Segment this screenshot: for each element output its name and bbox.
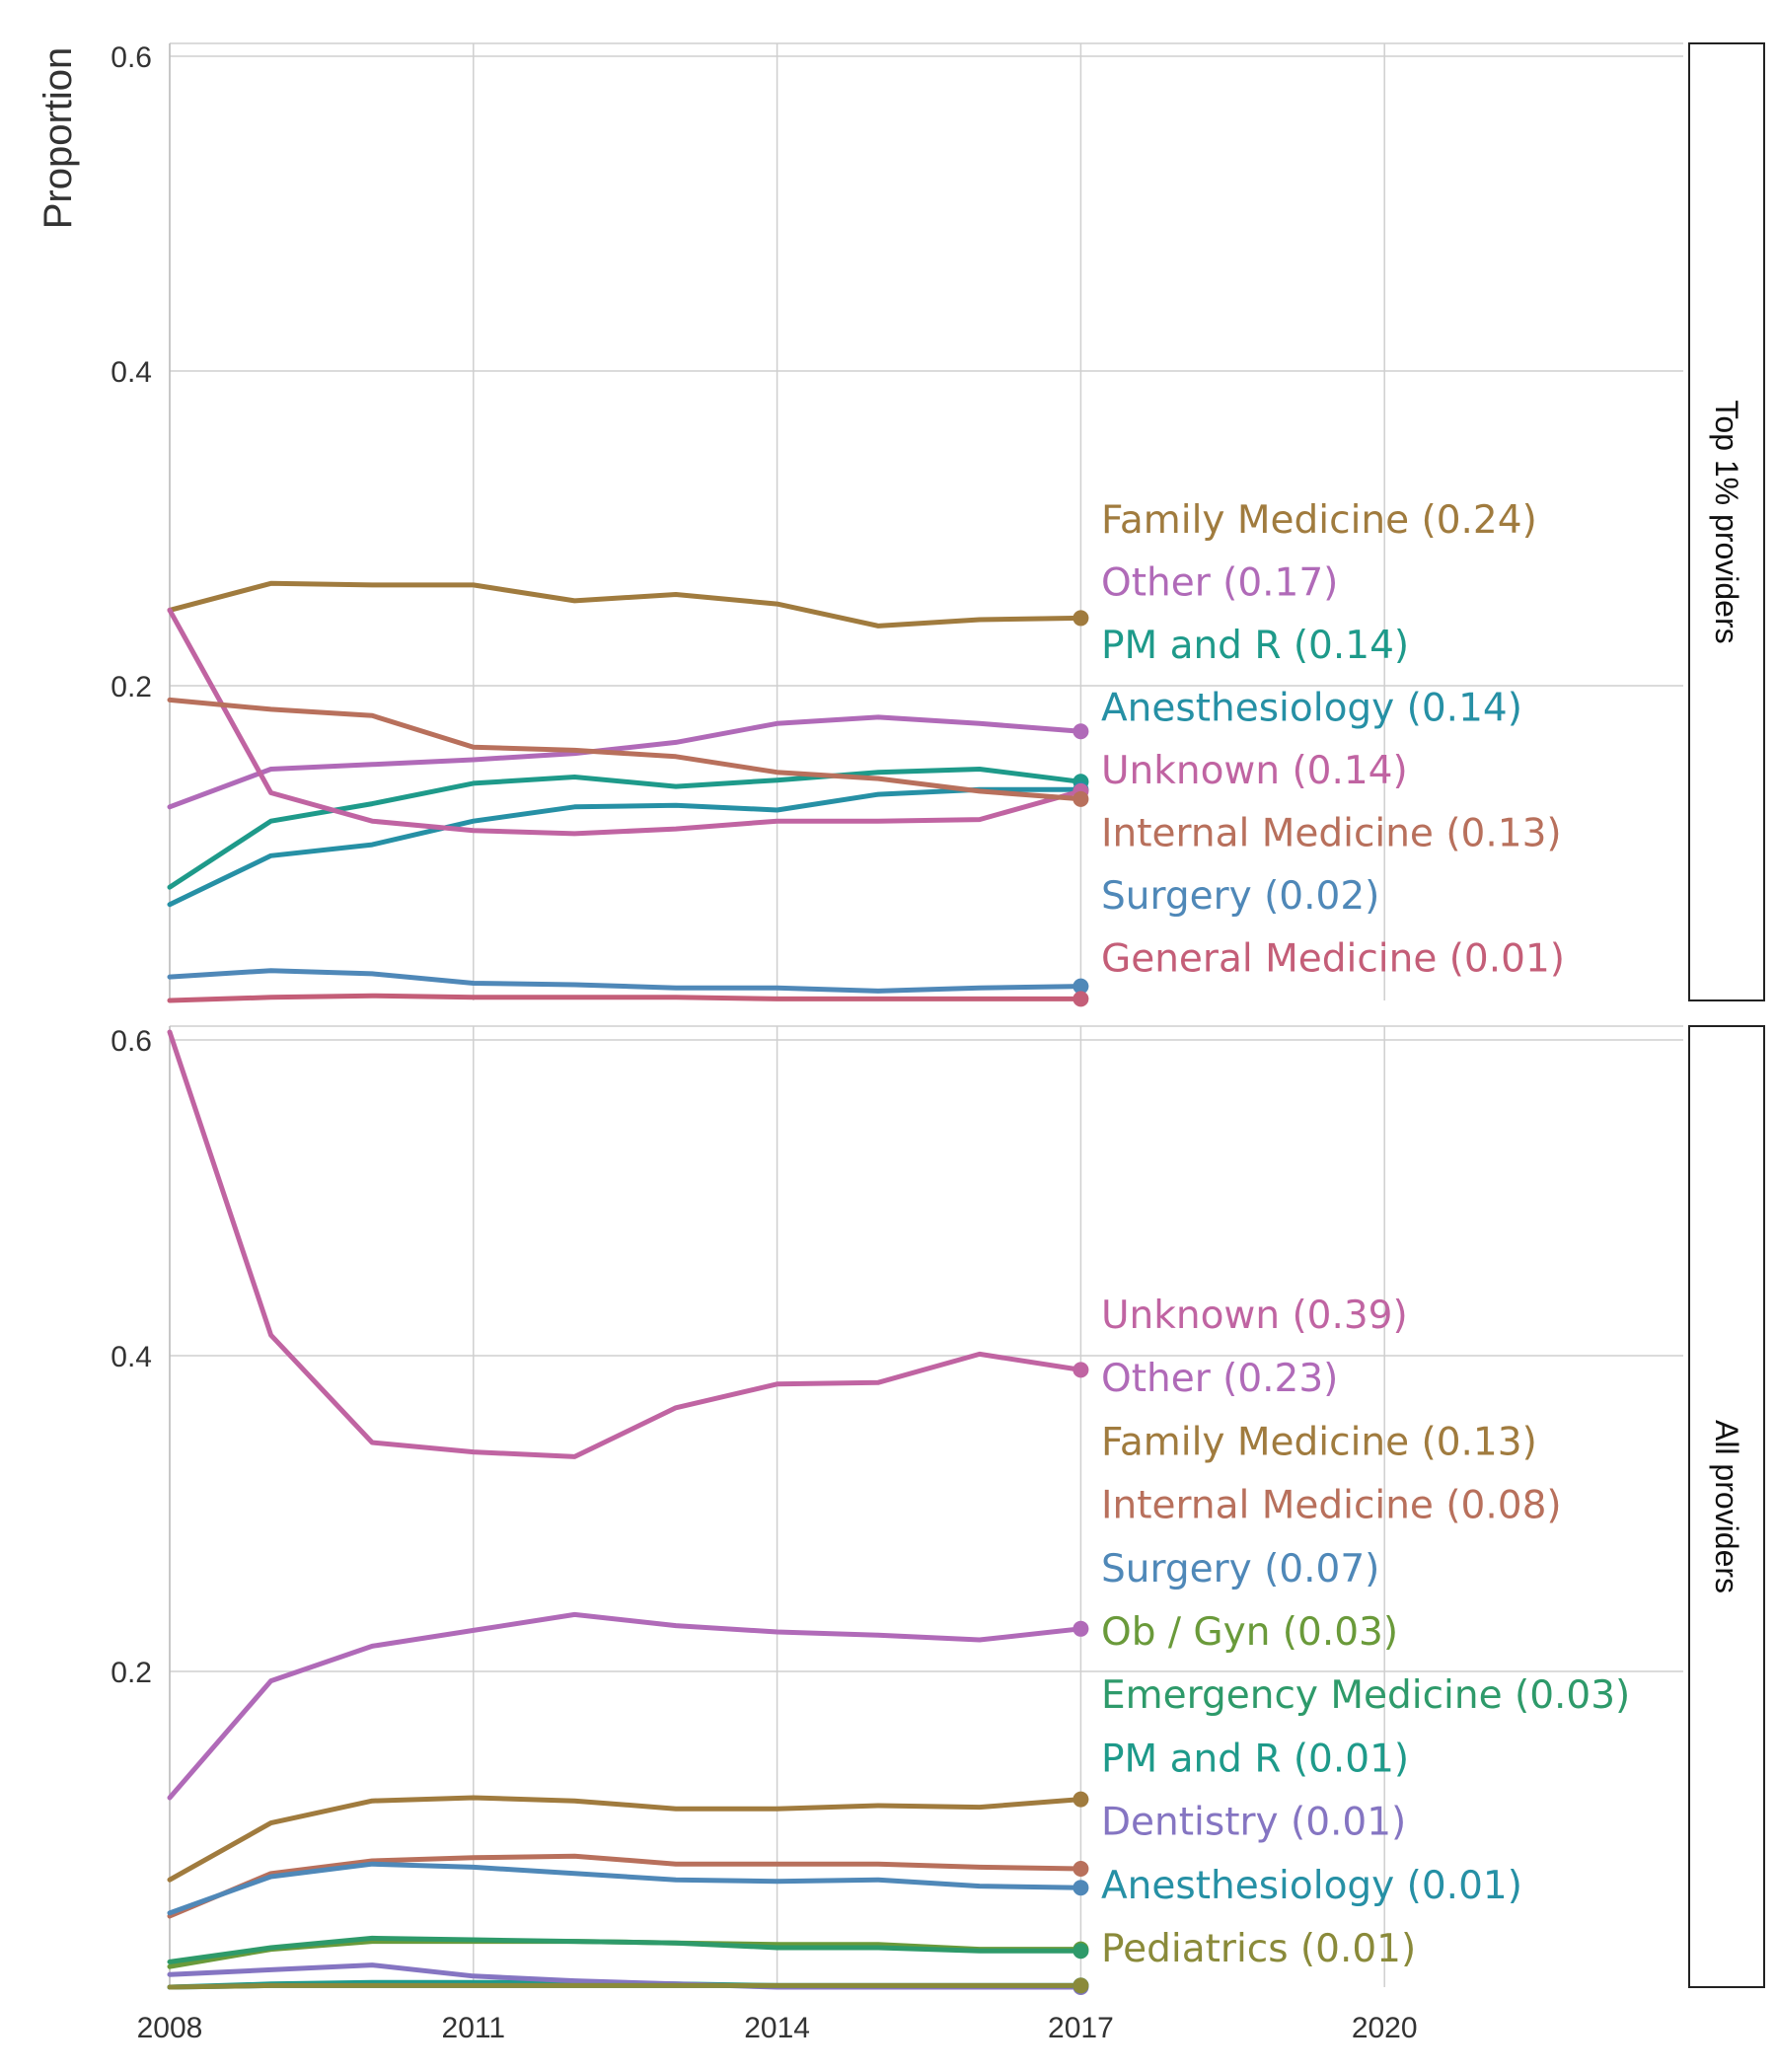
y-tick-label: 0.4: [111, 1341, 152, 1373]
series-line: [167, 1853, 1083, 1919]
series-line: [167, 767, 1083, 890]
series-line: [167, 786, 1083, 908]
y-tick-label: 0.6: [111, 1025, 152, 1058]
series-end-label: Pediatrics (0.01): [1101, 1927, 1416, 1971]
series-endpoint: [1073, 790, 1089, 807]
facet-strip-label: Top 1% providers: [1709, 400, 1744, 643]
series-line: [167, 607, 1083, 837]
series-end-label: PM and R (0.14): [1101, 624, 1409, 668]
x-axis: 2008 2011 2014 2017 2020: [137, 2012, 1418, 2044]
series-line: [167, 1029, 1083, 1459]
series-line: [167, 580, 1083, 629]
x-tick-label: 2011: [442, 2012, 506, 2044]
series-line: [167, 697, 1083, 802]
x-tick-label: 2020: [1352, 2012, 1418, 2044]
series-end-label: Other (0.17): [1101, 561, 1338, 606]
series-endpoint: [1073, 1880, 1089, 1896]
x-tick-label: 2014: [744, 2012, 810, 2044]
panel-all-providers: 0.2 0.4 0.6 Unknown (0.39) Other (0.23) Famil…: [111, 1025, 1765, 1995]
series-end-label: Emergency Medicine (0.03): [1101, 1673, 1630, 1718]
series-endpoint: [1073, 991, 1089, 1007]
series-end-label: Anesthesiology (0.14): [1101, 687, 1522, 731]
series-end-label: Ob / Gyn (0.03): [1101, 1610, 1398, 1655]
series-end-label: Internal Medicine (0.08): [1101, 1484, 1562, 1528]
x-tick-label: 2008: [137, 2012, 203, 2044]
series-end-label: General Medicine (0.01): [1101, 937, 1565, 982]
y-tick-label: 0.6: [111, 41, 152, 74]
series-end-label: Unknown (0.39): [1101, 1294, 1408, 1338]
y-axis-label: Proportion: [37, 47, 80, 230]
series-endpoint: [1073, 1362, 1089, 1378]
series-end-label: Unknown (0.14): [1101, 749, 1408, 793]
chart-panels: 0.2 0.4 0.6 Family Medicine (0.24) Other (0.…: [111, 41, 1765, 1995]
series-endpoint: [1073, 723, 1089, 740]
facet-strip-box: [1688, 42, 1765, 1001]
series-line: [167, 714, 1083, 810]
series-end-label: Surgery (0.07): [1101, 1547, 1379, 1591]
series-endpoint: [1073, 1977, 1089, 1994]
series-endpoint: [1073, 610, 1089, 627]
series-line: [167, 1611, 1083, 1801]
series-end-label: PM and R (0.01): [1101, 1737, 1409, 1781]
y-tick-label: 0.2: [111, 1657, 152, 1689]
series-end-label: Family Medicine (0.13): [1101, 1420, 1537, 1464]
facet-strip-label: All providers: [1709, 1420, 1744, 1593]
y-tick-label: 0.2: [111, 671, 152, 703]
series-line: [167, 1795, 1083, 1883]
series-end-label: Other (0.23): [1101, 1357, 1338, 1401]
series-endpoint: [1073, 1861, 1089, 1877]
series-endpoint: [1073, 1943, 1089, 1960]
series-end-label: Internal Medicine (0.13): [1101, 812, 1562, 856]
series-line: [167, 1861, 1083, 1916]
series-line: [167, 968, 1083, 994]
series-end-label: Anesthesiology (0.01): [1101, 1864, 1522, 1908]
series-line: [167, 993, 1083, 1003]
series-endpoint: [1073, 978, 1089, 995]
series-endpoint: [1073, 1620, 1089, 1637]
series-line: [167, 1935, 1083, 1964]
series-endpoint: [1073, 1791, 1089, 1808]
x-tick-label: 2017: [1048, 2012, 1114, 2044]
facet-strip-box: [1688, 1025, 1765, 1988]
series-line: [167, 1982, 1083, 1990]
series-end-label: Surgery (0.02): [1101, 874, 1379, 919]
series-end-label: Dentistry (0.01): [1101, 1801, 1406, 1845]
y-tick-label: 0.4: [111, 356, 152, 389]
panel-top-1pct-providers: 0.2 0.4 0.6 Family Medicine (0.24) Other (0.…: [111, 41, 1765, 1007]
series-end-label: Family Medicine (0.24): [1101, 498, 1537, 543]
